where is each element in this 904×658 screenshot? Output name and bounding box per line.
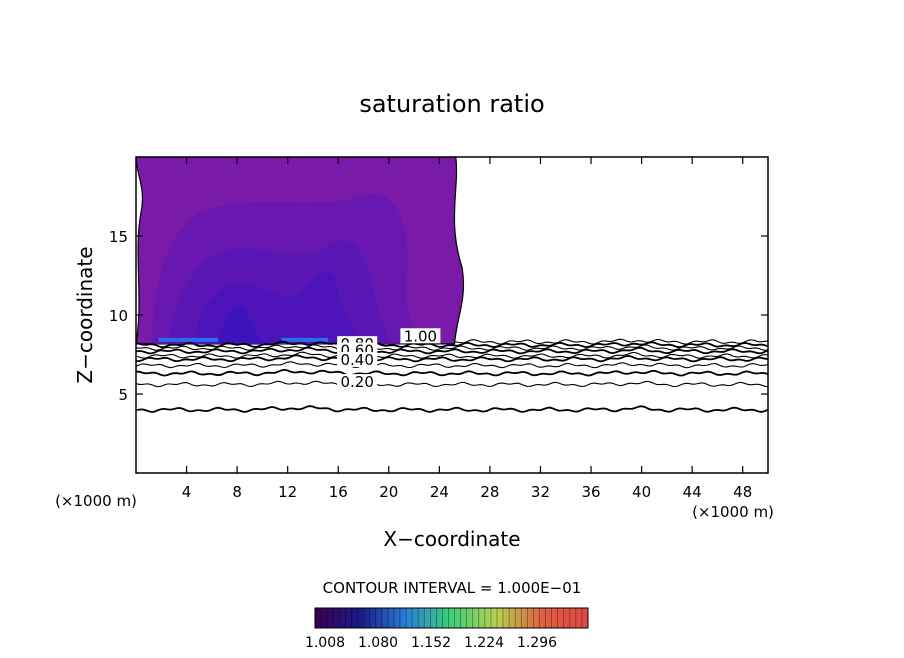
- contour-label-bg: [400, 328, 441, 344]
- colorbar-tick-label: 1.080: [358, 635, 398, 651]
- contour-line-0.1: [136, 405, 768, 413]
- colorbar-tick-label: 1.224: [464, 635, 504, 651]
- saturated-band-2: [281, 337, 329, 342]
- contour-line-0.7: [136, 346, 768, 355]
- colorbar: [314, 607, 589, 629]
- colorbar-tick-label: 1.008: [305, 635, 345, 651]
- x-tick-label: 28: [480, 483, 499, 501]
- contour-line-0.8: [136, 344, 768, 351]
- contour-line-0.9: [136, 340, 768, 349]
- contour-line-1: [454, 338, 768, 345]
- contour-label: 1.00: [404, 327, 437, 345]
- contour-label-bg: [337, 374, 378, 390]
- x-tick-label: 24: [430, 483, 449, 501]
- x-tick-label: 40: [632, 483, 651, 501]
- x-tick-label: 48: [733, 483, 752, 501]
- contour-label: 0.20: [340, 373, 373, 391]
- contour-label: 0.40: [340, 351, 373, 369]
- contour-label-bg: [337, 351, 378, 367]
- contour-interval-label: CONTOUR INTERVAL = 1.000E−01: [323, 579, 582, 597]
- x-tick-label: 36: [581, 483, 600, 501]
- x-tick-label: 4: [182, 483, 192, 501]
- x-tick-label: 44: [683, 483, 702, 501]
- colorbar-tick-label: 1.296: [517, 635, 557, 651]
- y-tick-label: 15: [109, 228, 128, 246]
- contour-line-0.5: [136, 354, 768, 363]
- x-axis-title: X−coordinate: [383, 527, 520, 551]
- y-axis-title: Z−coordinate: [73, 246, 97, 383]
- x-tick-label: 12: [278, 483, 297, 501]
- y-tick-label: 5: [118, 386, 128, 404]
- shaded-region-core: [216, 305, 263, 344]
- x-unit-label-left: (×1000 m): [55, 492, 137, 510]
- colorbar-stripes: [320, 608, 583, 628]
- contour-line-0.2: [136, 380, 768, 388]
- contour-line-0.4: [136, 361, 768, 369]
- x-tick-label: 16: [329, 483, 348, 501]
- x-unit-label-right: (×1000 m): [692, 503, 774, 521]
- colorbar-tick-label: 1.152: [411, 635, 451, 651]
- y-tick-label: 10: [109, 307, 128, 325]
- contour-line-0.3: [136, 368, 768, 377]
- contour-line-0.6: [136, 351, 768, 359]
- x-tick-label: 20: [379, 483, 398, 501]
- x-tick-label: 32: [531, 483, 550, 501]
- chart-title: saturation ratio: [359, 90, 544, 118]
- x-tick-label: 8: [232, 483, 242, 501]
- saturated-band-1: [158, 337, 219, 342]
